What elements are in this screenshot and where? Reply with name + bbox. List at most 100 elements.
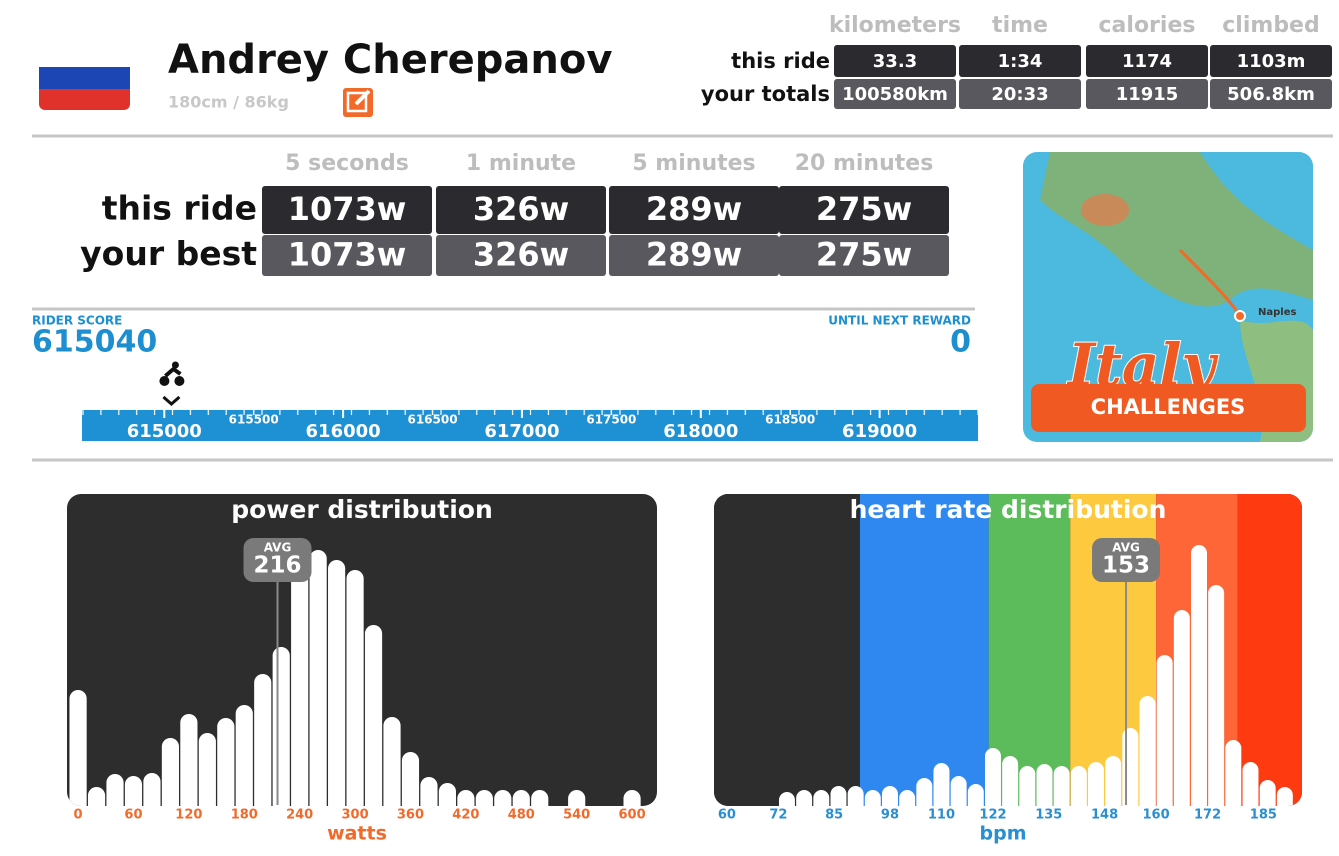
x-tick-label: 172 [1194, 808, 1221, 823]
power-cell [262, 235, 432, 276]
histogram-bar [1122, 728, 1139, 806]
power-value: 1073w [288, 190, 407, 228]
scale-tick-label: 616000 [306, 421, 381, 442]
histogram-bar [1259, 780, 1276, 806]
histogram-bar [1070, 766, 1087, 806]
histogram-bar [950, 776, 967, 806]
histogram-bar [217, 718, 235, 806]
histogram-bar [512, 790, 530, 806]
scale-minor-tick-label: 618500 [765, 413, 815, 427]
histogram-bar [161, 738, 179, 806]
histogram-bar [916, 778, 933, 806]
histogram-bar [531, 790, 549, 806]
average-badge [243, 538, 312, 582]
row-label: your totals [701, 82, 830, 106]
power-cell [436, 235, 606, 276]
histogram-bar [475, 790, 493, 806]
scale-tick-label: 615000 [127, 421, 202, 442]
histogram-bar [1276, 787, 1293, 806]
x-tick-label: 360 [397, 808, 424, 823]
x-tick-label: 600 [619, 808, 646, 823]
x-tick-label: 60 [718, 808, 736, 823]
stat-cell [834, 79, 956, 109]
average-value: 153 [1102, 553, 1150, 579]
column-header: kilometers [829, 13, 961, 38]
challenge-card[interactable]: Naples Italy CHALLENGES [1023, 152, 1313, 442]
histogram-bar [124, 776, 143, 806]
x-tick-label: 120 [175, 808, 202, 823]
rider-score-value: 615040 [32, 325, 157, 360]
rider-wheel [159, 376, 170, 386]
histogram-bar [346, 570, 364, 806]
row-label: this ride [731, 49, 830, 73]
challenge-place: Naples [1258, 307, 1296, 318]
stat-cell [1210, 79, 1332, 109]
histogram-bar [328, 560, 346, 806]
scale-tick-label: 618000 [663, 421, 738, 442]
histogram-bar [847, 786, 864, 806]
stat-cell [834, 45, 956, 77]
stat-cell [959, 45, 1081, 77]
histogram-bar [69, 690, 87, 806]
histogram-bar [984, 748, 1001, 806]
chart-title: heart rate distribution [850, 495, 1167, 524]
rider-chevron [162, 395, 181, 406]
column-header: 1 minute [466, 151, 576, 176]
x-tick-label: 72 [769, 808, 787, 823]
rider-stats: 180cm / 86kg [168, 93, 289, 112]
x-tick-label: 240 [286, 808, 313, 823]
rider-body [164, 366, 182, 378]
histogram-bar [383, 717, 401, 806]
row-label: this ride [102, 189, 257, 228]
histogram-bar [568, 790, 586, 806]
histogram-bar [813, 790, 830, 806]
x-tick-label: 98 [881, 808, 899, 823]
stat-cell [1210, 45, 1332, 77]
power-cell [779, 186, 949, 234]
histogram-bar [180, 714, 198, 806]
histogram-bar [438, 783, 456, 806]
histogram-bar [457, 790, 475, 806]
average-label: AVG [264, 541, 292, 555]
scale-tick-label: 617000 [484, 421, 559, 442]
stat-value: 1103m [1237, 51, 1306, 72]
histogram-bar [1002, 756, 1019, 806]
x-tick-label: 122 [979, 808, 1006, 823]
histogram-bar [967, 784, 984, 806]
power-value: 275w [816, 190, 912, 228]
histogram-bar [1225, 740, 1242, 806]
stat-cell [1086, 79, 1208, 109]
scale-tick-label: 619000 [842, 421, 917, 442]
histogram-bar [254, 674, 272, 806]
challenge-button[interactable]: CHALLENGES [1091, 395, 1246, 419]
column-header: time [992, 13, 1048, 38]
histogram-bar [1242, 762, 1259, 806]
hr-zone [714, 494, 860, 806]
histogram-bar [420, 777, 438, 806]
power-value: 326w [473, 190, 569, 228]
hr-zone [1237, 494, 1302, 806]
distribution-chart [714, 494, 1302, 806]
score-scale-ticks [82, 410, 978, 441]
x-tick-label: 540 [563, 808, 590, 823]
histogram-bar [899, 790, 916, 806]
stat-value: 20:33 [991, 84, 1048, 105]
power-value: 289w [646, 236, 742, 274]
stat-value: 33.3 [873, 51, 917, 72]
stat-value: 1:34 [998, 51, 1043, 72]
x-tick-label: 420 [452, 808, 479, 823]
histogram-bar [1053, 766, 1070, 806]
x-tick-label: 60 [124, 808, 142, 823]
histogram-bar [623, 790, 641, 806]
histogram-bar [291, 555, 309, 806]
x-tick-label: 180 [231, 808, 258, 823]
scale-minor-tick-label: 617500 [586, 413, 636, 427]
histogram-bar [87, 787, 106, 806]
power-cell [609, 235, 779, 276]
edit-button[interactable] [343, 88, 373, 117]
rider-wheel [174, 376, 185, 386]
column-header: 20 minutes [795, 151, 934, 176]
stat-value: 100580km [842, 84, 948, 105]
